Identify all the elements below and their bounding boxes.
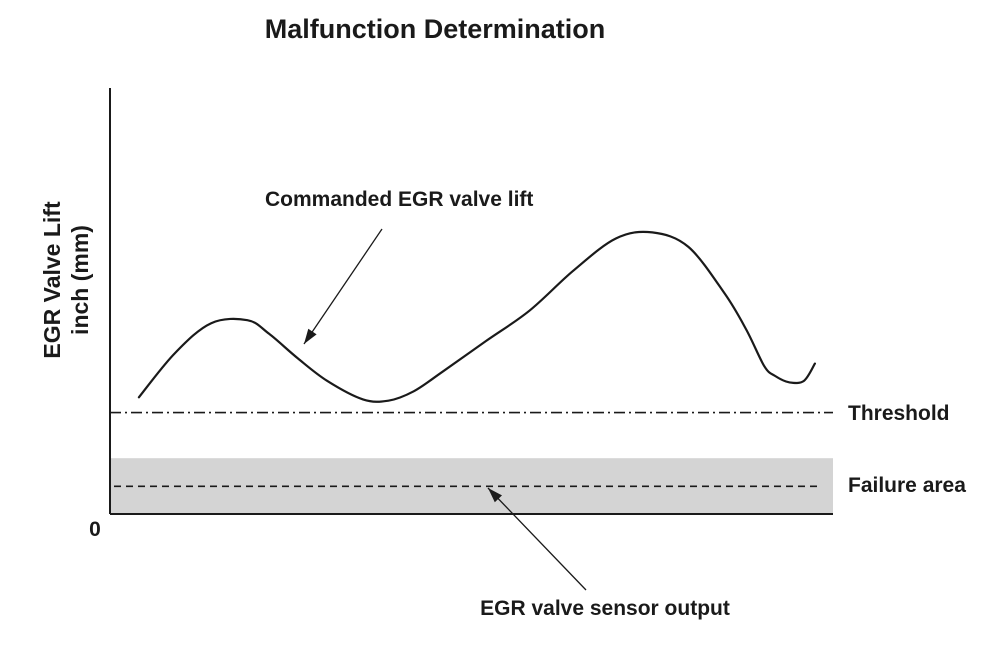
failure-area-band [110, 458, 833, 514]
sensor-arrow-line [487, 487, 587, 591]
origin-label: 0 [89, 518, 101, 541]
chart-title: Malfunction Determination [265, 14, 606, 44]
failure-area-label: Failure area [848, 474, 966, 497]
sensor-annotation-label: EGR valve sensor output [480, 597, 730, 620]
threshold-label: Threshold [848, 402, 950, 425]
commanded-lift-line [137, 230, 816, 403]
commanded-arrow-line [303, 228, 383, 345]
sensor-arrowhead [488, 488, 502, 503]
y-axis-title: EGR Valve Lift inch (mm) [39, 201, 93, 359]
commanded-annotation-label: Commanded EGR valve lift [265, 188, 533, 211]
y-axis-title-line-2: inch (mm) [67, 225, 93, 335]
commanded-arrowhead [304, 328, 317, 344]
y-axis-title-line-1: EGR Valve Lift [39, 201, 65, 359]
